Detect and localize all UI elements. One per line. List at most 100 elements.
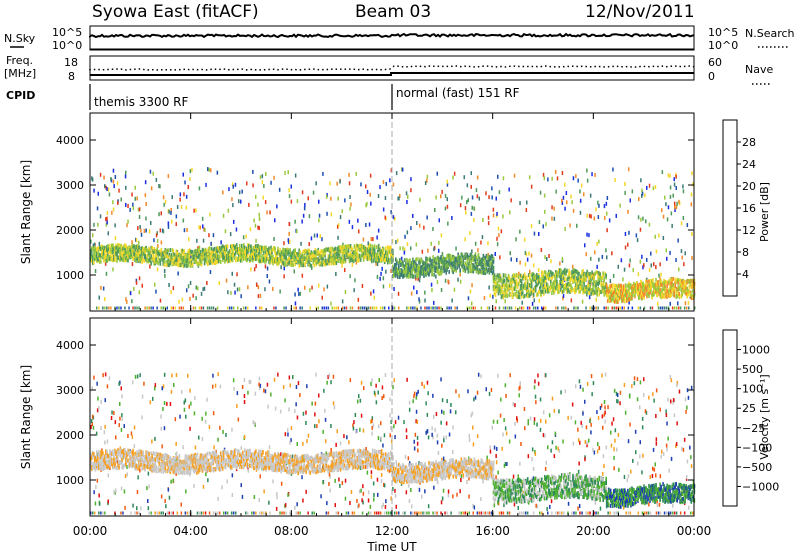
band-cell	[161, 252, 164, 257]
scatter-cell	[102, 286, 105, 291]
band-cell	[149, 257, 151, 262]
scatter-cell	[183, 407, 186, 412]
scatter-cell	[602, 454, 605, 459]
scatter-cell	[287, 170, 289, 175]
band-cell	[442, 255, 444, 260]
band-cell	[525, 286, 528, 291]
band-cell	[96, 254, 98, 259]
near-range-cell	[651, 306, 654, 310]
band-cell	[543, 274, 545, 279]
scatter-cell	[379, 276, 381, 281]
band-cell	[208, 246, 211, 251]
scatter-cell	[523, 237, 526, 242]
scatter-cell	[179, 197, 181, 202]
scatter-cell	[353, 288, 355, 293]
band-cell	[272, 261, 274, 266]
band-cell	[551, 284, 553, 289]
band-cell	[300, 257, 302, 262]
band-cell	[594, 284, 596, 289]
band-cell	[670, 293, 672, 297]
band-cell	[485, 253, 488, 258]
band-cell	[334, 246, 337, 251]
near-range-cell	[504, 306, 507, 310]
band-cell	[268, 259, 270, 264]
scatter-cell	[117, 200, 119, 205]
band-cell	[378, 258, 381, 263]
band-cell	[491, 254, 494, 259]
band-cell	[608, 289, 611, 294]
band-cell	[403, 273, 405, 278]
band-cell	[242, 249, 244, 254]
scatter-cell	[372, 237, 374, 242]
band-cell	[131, 249, 133, 254]
band-cell	[427, 270, 429, 275]
band-cell	[231, 253, 234, 258]
band-cell	[548, 269, 550, 274]
band-cell	[324, 258, 327, 263]
band-cell	[141, 260, 143, 265]
scatter-cell	[554, 169, 557, 174]
band-cell	[537, 281, 539, 286]
band-cell	[187, 249, 190, 254]
band-cell	[418, 266, 420, 271]
band-cell	[322, 249, 325, 254]
band-cell	[691, 289, 694, 294]
band-cell	[212, 247, 215, 252]
band-cell	[368, 250, 371, 255]
band-cell	[630, 295, 632, 300]
band-cell	[418, 257, 420, 262]
scatter-cell	[162, 195, 165, 200]
band-cell	[252, 258, 254, 263]
near-range-cell	[379, 306, 382, 310]
band-cell	[339, 259, 342, 264]
band-cell	[178, 253, 181, 258]
scatter-cell	[193, 208, 195, 213]
band-cell	[610, 292, 613, 297]
band-cell	[448, 269, 450, 274]
band-cell	[452, 254, 454, 259]
band-cell	[409, 271, 411, 276]
band-cell	[303, 255, 305, 260]
band-cell	[435, 268, 437, 273]
scatter-cell	[96, 408, 99, 413]
band-cell	[573, 288, 575, 292]
scatter-cell	[690, 192, 693, 197]
band-cell	[313, 250, 316, 255]
band-cell	[361, 251, 364, 256]
band-cell	[475, 262, 478, 266]
band-cell	[492, 275, 495, 279]
scatter-cell	[349, 195, 351, 199]
band-cell	[187, 263, 190, 267]
band-cell	[347, 248, 350, 253]
band-cell	[615, 288, 617, 293]
scatter-cell	[523, 407, 526, 411]
band-cell	[270, 251, 272, 256]
scatter-cell	[99, 172, 102, 177]
band-cell	[382, 251, 385, 256]
scatter-cell	[125, 297, 127, 302]
band-cell	[280, 251, 282, 256]
band-cell	[545, 289, 547, 294]
scatter-cell	[472, 503, 474, 508]
band-cell	[595, 283, 597, 288]
band-cell	[215, 246, 218, 251]
scatter-cell	[639, 227, 642, 232]
scatter-cell	[127, 204, 129, 208]
near-range-cell	[337, 306, 340, 310]
band-cell	[561, 272, 563, 277]
band-cell	[265, 245, 267, 250]
band-cell	[264, 256, 266, 261]
cpid-segment-2: normal (fast) 151 RF	[396, 86, 520, 100]
band-cell	[491, 263, 494, 268]
band-cell	[176, 261, 179, 266]
band-cell	[343, 247, 346, 252]
scatter-cell	[648, 267, 651, 272]
band-cell	[243, 256, 245, 261]
band-cell	[420, 266, 422, 271]
scatter-cell	[471, 301, 473, 306]
near-range-cell	[180, 306, 183, 310]
band-cell	[205, 249, 208, 254]
band-cell	[135, 259, 137, 263]
band-cell	[231, 250, 234, 255]
band-cell	[98, 257, 100, 262]
